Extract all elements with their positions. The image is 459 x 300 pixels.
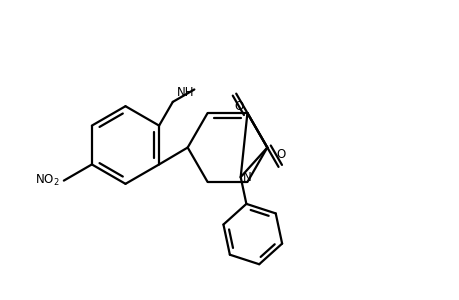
Text: NH: NH [176, 86, 194, 99]
Text: O: O [234, 100, 243, 112]
Text: O: O [276, 148, 285, 161]
Text: NO$_2$: NO$_2$ [35, 173, 60, 188]
Text: N: N [242, 171, 251, 184]
